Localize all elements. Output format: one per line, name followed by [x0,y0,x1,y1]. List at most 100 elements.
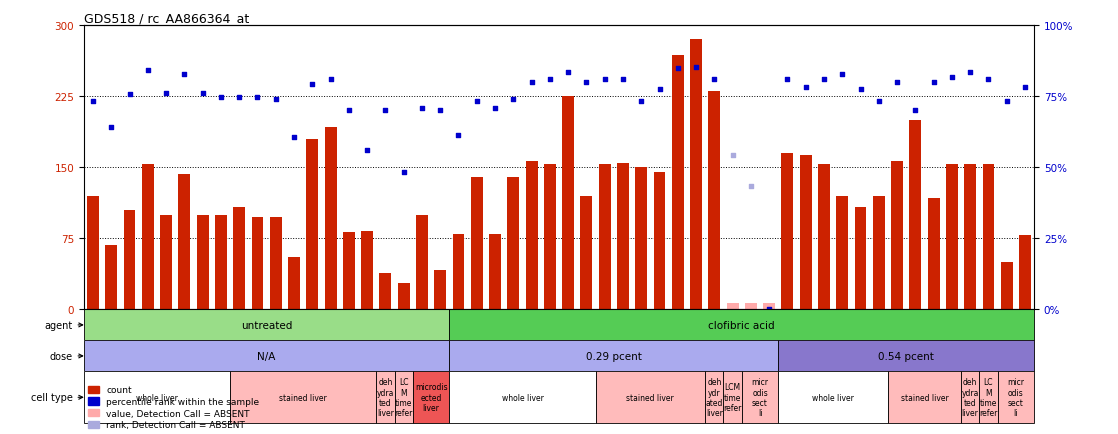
Point [395,169,413,176]
Point [614,76,632,83]
Point [559,70,577,77]
Bar [449,341,778,372]
Bar [398,283,409,310]
Bar [723,372,741,423]
Bar [741,372,778,423]
Bar [799,155,812,310]
Point [413,106,430,113]
Point [340,108,358,115]
Bar [727,303,739,310]
Text: agent: agent [45,320,73,330]
Bar [197,215,209,310]
Bar [979,372,997,423]
Bar [745,303,757,310]
Bar [891,161,903,310]
Bar [306,139,319,310]
Text: N/A: N/A [257,351,276,361]
Point [522,79,540,86]
Bar [888,372,961,423]
Bar [215,215,227,310]
Bar [252,218,264,310]
Bar [449,310,1034,341]
Bar [928,198,939,310]
Text: dose: dose [49,351,73,361]
Bar [764,303,775,310]
Point [467,98,485,105]
Point [633,98,651,105]
Point [158,91,176,98]
Point [742,183,760,190]
Point [285,134,303,141]
Bar [434,270,446,310]
Point [432,108,449,115]
Text: deh
ydr
ated
liver: deh ydr ated liver [705,377,723,418]
Bar [997,372,1034,423]
Bar [778,372,888,423]
Text: deh
ydra
ted
liver: deh ydra ted liver [377,377,394,418]
Point [504,96,522,103]
Bar [87,196,98,310]
Point [303,81,321,88]
Bar [413,372,449,423]
Point [705,76,723,83]
Point [1016,84,1034,91]
Point [541,76,559,83]
Text: deh
ydra
ted
liver: deh ydra ted liver [961,377,979,418]
Bar [84,310,449,341]
Bar [124,210,135,310]
Bar [596,372,705,423]
Legend: count, percentile rank within the sample, value, Detection Call = ABSENT, rank, : count, percentile rank within the sample… [88,385,259,430]
Point [596,76,614,83]
Bar [562,97,574,310]
Bar [983,165,994,310]
Point [176,72,193,79]
Point [852,86,870,93]
Text: stained liver: stained liver [626,393,674,402]
Bar [142,165,154,310]
Point [193,91,211,98]
Point [925,79,942,86]
Bar [395,372,413,423]
Bar [525,161,538,310]
Bar [1001,263,1013,310]
Text: whole liver: whole liver [502,393,543,402]
Bar [1020,236,1031,310]
Bar [705,372,723,423]
Bar [84,372,230,423]
Point [651,86,669,93]
Point [248,95,266,102]
Point [212,95,230,102]
Bar [105,245,117,310]
Bar [836,196,849,310]
Point [449,132,467,139]
Point [322,76,340,83]
Bar [617,163,629,310]
Text: 0.54 pcent: 0.54 pcent [879,351,935,361]
Point [942,75,960,82]
Text: stained liver: stained liver [901,393,948,402]
Bar [377,372,395,423]
Bar [84,341,449,372]
Bar [654,173,665,310]
Point [979,76,997,83]
Bar [269,218,282,310]
Bar [416,215,428,310]
Point [815,76,833,83]
Bar [288,258,300,310]
Point [778,76,796,83]
Point [688,64,705,71]
Text: LC
M
time
refer: LC M time refer [395,377,413,418]
Bar [635,168,647,310]
Bar [818,165,830,310]
Bar [946,165,958,310]
Point [997,98,1015,105]
Bar [160,215,172,310]
Point [103,124,121,131]
Bar [230,372,377,423]
Point [486,105,504,112]
Bar [961,372,979,423]
Bar [489,234,501,310]
Bar [580,196,593,310]
Bar [234,207,245,310]
Bar [471,178,483,310]
